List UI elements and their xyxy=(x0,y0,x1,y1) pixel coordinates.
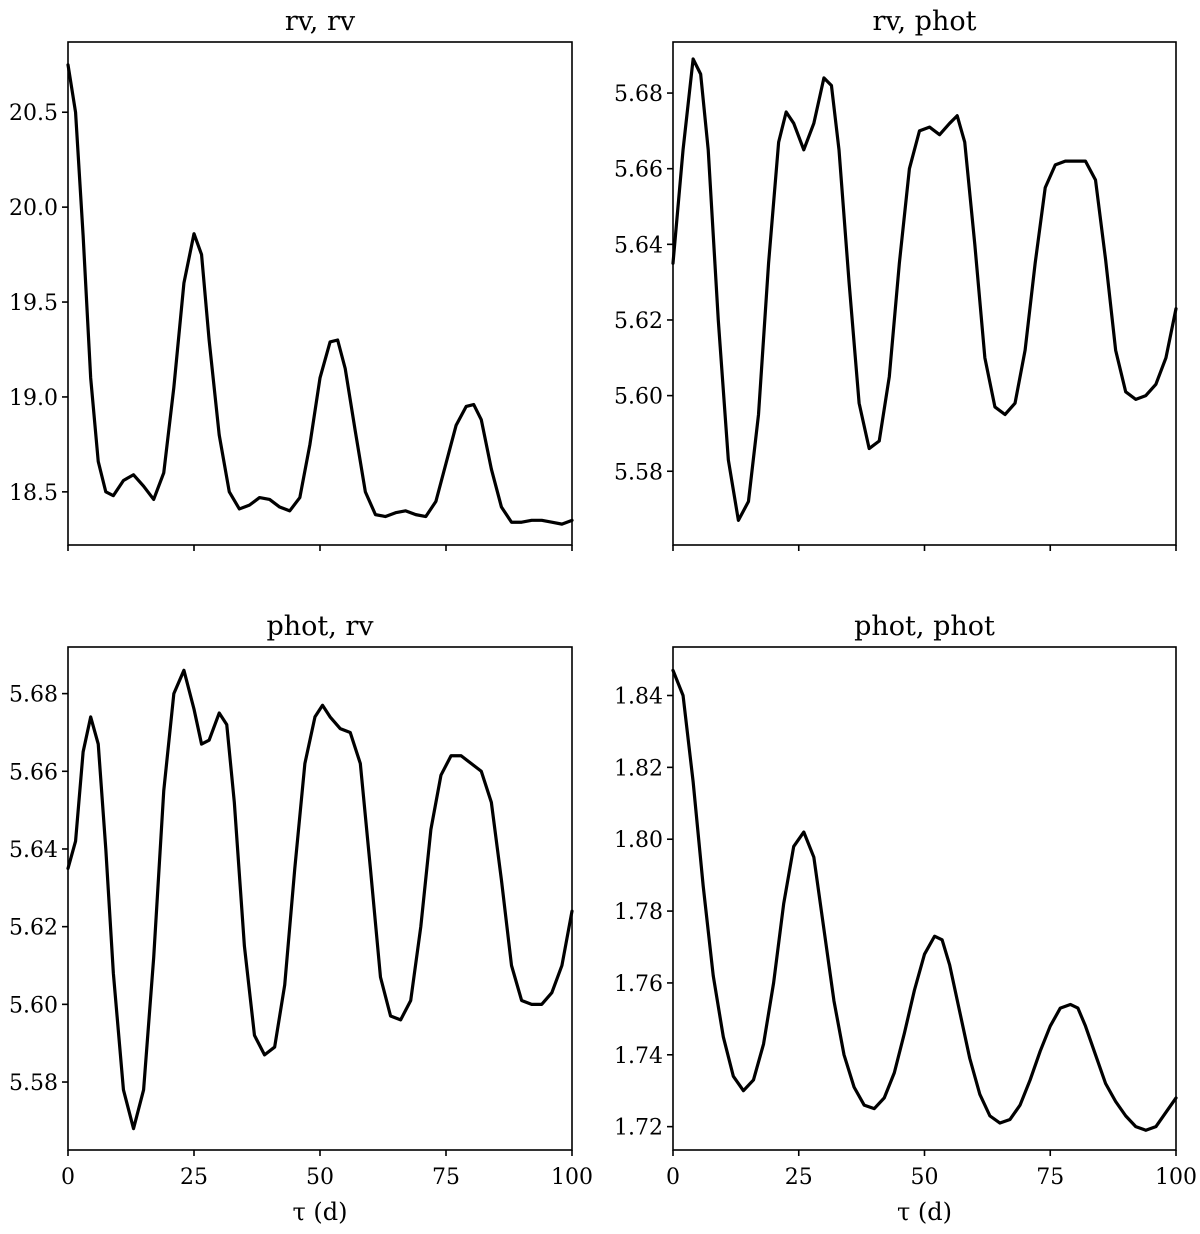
series-line xyxy=(66,63,574,526)
y-tick-label: 5.60 xyxy=(614,385,663,410)
axes-frame xyxy=(672,646,1177,1151)
x-tick-label: 75 xyxy=(1036,1165,1064,1190)
y-tick-label: 1.82 xyxy=(614,756,663,781)
series-line xyxy=(671,668,1178,1132)
subplot-title: rv, phot xyxy=(873,6,977,37)
x-axis-label: τ (d) xyxy=(897,1198,952,1226)
y-tick-label: 1.76 xyxy=(614,972,663,997)
y-tick-label: 5.68 xyxy=(614,82,663,107)
x-axis-label: τ (d) xyxy=(293,1198,348,1226)
y-tick-label: 19.5 xyxy=(9,291,58,316)
y-tick-label: 5.64 xyxy=(9,838,58,863)
y-tick-label: 5.60 xyxy=(9,993,58,1018)
y-tick-label: 1.80 xyxy=(614,828,663,853)
y-tick-label: 5.62 xyxy=(614,309,663,334)
x-tick-label: 0 xyxy=(666,1165,680,1190)
x-tick-label: 100 xyxy=(1155,1165,1197,1190)
x-tick-label: 25 xyxy=(785,1165,813,1190)
y-tick-label: 1.72 xyxy=(614,1116,663,1141)
x-tick-label: 25 xyxy=(180,1165,208,1190)
x-tick-label: 50 xyxy=(911,1165,939,1190)
x-tick-label: 0 xyxy=(61,1165,75,1190)
subplot-1: rv, rv 18.5 19.0 19.5 20.0 20.5 xyxy=(9,6,574,551)
y-tick-label: 19.0 xyxy=(9,386,58,411)
series-line xyxy=(66,668,574,1131)
y-tick-label: 5.68 xyxy=(9,683,58,708)
x-tick-label: 75 xyxy=(432,1165,460,1190)
axes-frame xyxy=(67,41,573,546)
subplot-title: rv, rv xyxy=(285,6,356,37)
y-tick-label: 20.5 xyxy=(9,101,58,126)
y-tick-label: 1.84 xyxy=(614,685,663,710)
y-tick-label: 1.78 xyxy=(614,900,663,925)
y-tick-label: 20.0 xyxy=(9,196,58,221)
x-tick-label: 100 xyxy=(551,1165,593,1190)
y-tick-label: 5.66 xyxy=(9,760,58,785)
x-tick-label: 50 xyxy=(306,1165,334,1190)
y-tick-label: 5.58 xyxy=(9,1071,58,1096)
subplot-4: phot, phot 1.72 1.74 1.76 1.78 1.80 1.82 1.84 0 2… xyxy=(614,611,1197,1226)
axes-frame xyxy=(672,41,1177,546)
subplot-2: rv, phot 5.58 5.60 5.62 5.64 5.66 5.68 xyxy=(614,6,1178,551)
subplot-title: phot, rv xyxy=(266,611,374,642)
y-tick-label: 5.64 xyxy=(614,233,663,258)
y-tick-label: 18.5 xyxy=(9,481,58,506)
series-line xyxy=(671,57,1178,523)
subplot-3: phot, rv 5.58 5.60 5.62 5.64 5.66 5.68 0 25 50 75 1… xyxy=(9,611,593,1226)
subplot-title: phot, phot xyxy=(854,611,995,642)
y-tick-label: 5.58 xyxy=(614,460,663,485)
y-tick-label: 5.62 xyxy=(9,916,58,941)
y-tick-label: 5.66 xyxy=(614,158,663,183)
y-tick-label: 1.74 xyxy=(614,1044,663,1069)
